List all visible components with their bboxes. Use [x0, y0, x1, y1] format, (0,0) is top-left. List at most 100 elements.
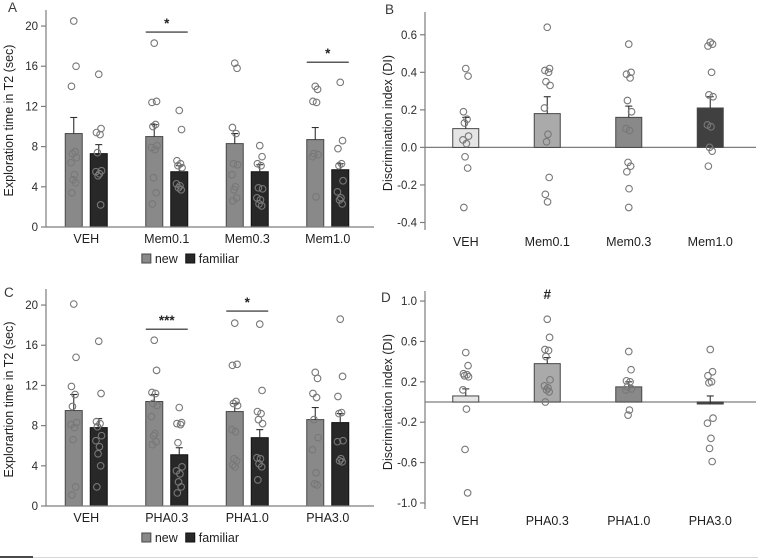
- scatter-point: [233, 64, 241, 73]
- scatter-point: [258, 152, 266, 161]
- scatter-point: [464, 361, 472, 370]
- scatter-point: [95, 169, 104, 178]
- y-tick-label: 16: [25, 340, 38, 352]
- scatter-point: [540, 104, 549, 112]
- scatter-point: [704, 371, 712, 380]
- scatter-point: [335, 161, 343, 170]
- scatter-point: [68, 149, 77, 158]
- scatter-point: [67, 382, 76, 391]
- scatter-point: [177, 185, 185, 194]
- scatter-point: [541, 345, 549, 354]
- scatter-point: [258, 386, 266, 395]
- scatter-point: [709, 92, 717, 101]
- scatter-point: [459, 203, 468, 212]
- panel-d: D 1.0 0.6 0.2 -0.2 -0.6 -1.0 VEH PHA0.3 PHA1.0 PH…: [379, 279, 758, 558]
- scatter-point: [71, 178, 80, 187]
- scatter-point: [175, 106, 184, 115]
- scatter-point: [71, 390, 79, 399]
- scatter-point: [254, 476, 262, 484]
- scatter-point: [229, 399, 238, 408]
- scatter-point: [148, 98, 156, 107]
- y-tick-label: 12: [25, 101, 38, 113]
- scatter-point: [310, 415, 318, 424]
- scatter-point: [151, 429, 159, 438]
- scatter-point: [230, 185, 238, 194]
- panel-a-chart: 0 4 8 12 16 20 VEH Mem0.1 Mem0.3 Mem1.0 Exploratio…: [2, 10, 374, 266]
- scatter-point: [72, 62, 80, 71]
- scatter-point: [147, 412, 156, 421]
- scatter-point: [314, 433, 322, 442]
- category-label: Mem0.1: [144, 232, 189, 246]
- scatter-point: [707, 434, 715, 443]
- scatter-point: [177, 483, 185, 491]
- panel-c-letter: C: [4, 285, 14, 300]
- y-tick-label: 4: [32, 182, 39, 194]
- y-tick-label: 8: [32, 142, 38, 154]
- scatter-point: [150, 39, 159, 47]
- scatter-point: [153, 401, 161, 410]
- legend-swatch-new: [141, 532, 152, 543]
- scatter-point: [149, 122, 157, 131]
- y-tick-label: 0.0: [401, 142, 417, 154]
- scatter-point: [233, 360, 241, 369]
- category-label: PHA1.0: [607, 514, 650, 528]
- scatter-point: [308, 445, 317, 454]
- scatter-point: [543, 23, 552, 32]
- scatter-point: [92, 483, 101, 491]
- scatter-point: [460, 371, 469, 380]
- scatter-point: [462, 139, 471, 148]
- scatter-point: [309, 389, 317, 398]
- scatter-point: [704, 162, 713, 171]
- category-label: Mem0.3: [606, 235, 651, 249]
- category-label: VEH: [73, 511, 99, 525]
- y-tick-label: -0.6: [397, 458, 417, 470]
- scatter-point: [459, 386, 467, 394]
- scatter-point: [462, 405, 471, 413]
- scatter-point: [706, 38, 715, 47]
- scatter-point: [71, 483, 80, 491]
- panel-c: C 0 4 8 12 16 20 VEH PHA0.3 PHA1.0 PHA3.0 Explorar…: [0, 279, 379, 558]
- scatter-point: [258, 184, 267, 193]
- scatter-point: [546, 81, 554, 90]
- scatter-point: [233, 160, 242, 169]
- scatter-point: [705, 378, 713, 387]
- scatter-point: [624, 203, 633, 212]
- scatter-point: [233, 401, 242, 410]
- y-tick-label: 0.6: [401, 30, 417, 42]
- panel-d-letter: D: [381, 290, 391, 305]
- scatter-point: [96, 461, 105, 470]
- scatter-point: [542, 352, 550, 361]
- scatter-point: [72, 153, 81, 162]
- scatter-point: [459, 107, 468, 116]
- y-tick-label: 4: [32, 461, 39, 473]
- significance-label: ***: [159, 313, 176, 328]
- scatter-point: [336, 315, 345, 323]
- legend-swatch-new: [141, 253, 152, 264]
- significance-label: #: [543, 287, 551, 302]
- panel-d-chart: 1.0 0.6 0.2 -0.2 -0.6 -1.0 VEH PHA0.3 PHA1.0 PHA3…: [381, 287, 756, 528]
- scatter-point: [178, 462, 186, 471]
- scatter-point: [624, 411, 632, 419]
- scatter-point: [228, 170, 236, 179]
- scatter-point: [624, 347, 633, 356]
- scatter-point: [67, 82, 76, 91]
- y-axis-title: Exploration time in T2 (sec): [2, 45, 16, 197]
- scatter-point: [148, 200, 157, 208]
- scatter-point: [625, 126, 634, 135]
- scatter-point: [544, 384, 552, 392]
- category-label: PHA0.3: [145, 511, 188, 525]
- y-tick-label: -1.0: [397, 498, 417, 510]
- y-tick-label: 0.2: [401, 105, 417, 117]
- scatter-point: [544, 68, 553, 77]
- scatter-point: [178, 163, 186, 172]
- scatter-point: [463, 164, 472, 172]
- bar: [533, 363, 561, 403]
- scatter-point: [708, 457, 717, 466]
- scatter-point: [335, 409, 343, 418]
- scatter-point: [228, 361, 237, 370]
- significance-label: *: [245, 295, 251, 310]
- scatter-point: [94, 449, 102, 458]
- category-label: VEH: [73, 232, 99, 246]
- panel-a: A 0 4 8 12 16 20 VEH Mem0.1 Mem0.3 Mem1.0 Explorat…: [0, 0, 379, 279]
- y-tick-label: -0.2: [397, 417, 417, 429]
